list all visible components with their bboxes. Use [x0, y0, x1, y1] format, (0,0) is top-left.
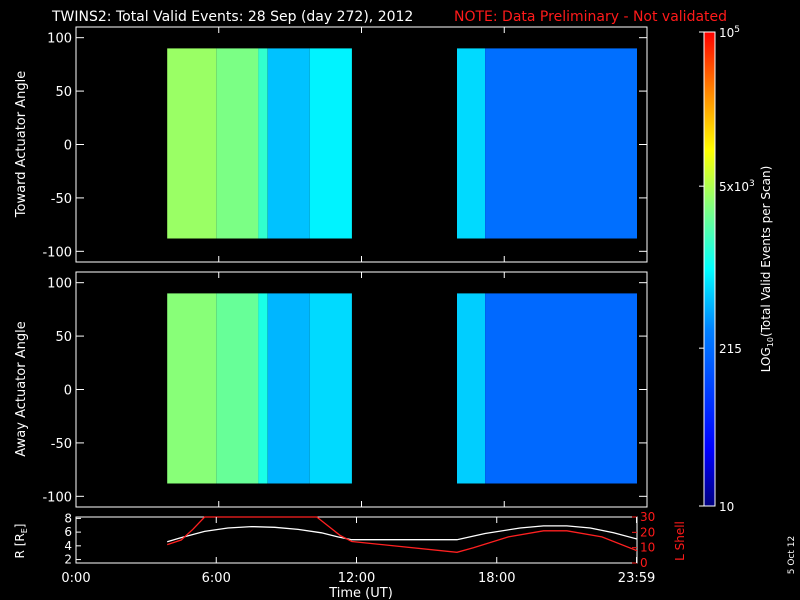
lshell-tick-label: 0 [640, 556, 648, 570]
heatmap-cell [258, 293, 268, 484]
y-tick-label: 50 [55, 85, 72, 100]
chart-title: TWINS2: Total Valid Events: 28 Sep (day … [51, 9, 413, 25]
heatmap-cell [167, 48, 217, 239]
x-tick-label: 18:00 [478, 571, 515, 586]
heatmap-cell [258, 48, 268, 239]
lshell-tick-label: 30 [640, 510, 655, 524]
x-tick-label: 6:00 [202, 571, 231, 586]
away-y-ticks: 100 50 0 -50 -100 [42, 277, 647, 505]
y-tick-label: 100 [47, 32, 72, 47]
x-tick-label: 0:00 [61, 571, 90, 586]
y-tick-label: -100 [42, 245, 72, 260]
radius-tick-label: 6 [64, 525, 72, 539]
heatmap-cell [267, 293, 310, 484]
y-tick-label: -50 [51, 192, 72, 207]
colorbar [703, 31, 716, 507]
heatmap-cell [267, 48, 310, 239]
toward-heatmap-cells [167, 48, 637, 239]
y-tick-label: 0 [64, 139, 72, 154]
toward-y-label: Toward Actuator Angle [14, 71, 29, 218]
colorbar-tick-label: 10 [719, 500, 734, 514]
y-tick-label: 50 [55, 330, 72, 345]
colorbar-ticks: 105 5x103 215 10 [699, 25, 755, 514]
orbit-series-line [167, 525, 638, 543]
x-tick-label: 12:00 [338, 571, 375, 586]
time-axis-ticks: 0:00 6:00 12:00 18:00 23:59 [61, 27, 655, 586]
y-tick-label: -50 [51, 437, 72, 452]
heatmap-cell [167, 293, 217, 484]
radius-tick-label: 4 [64, 539, 72, 553]
radius-axis-label: R [RE] [13, 524, 29, 559]
orbit-lines [166, 516, 638, 553]
radius-tick-label: 2 [64, 553, 72, 567]
time-axis-label: Time (UT) [328, 586, 393, 600]
away-y-label: Away Actuator Angle [14, 321, 29, 456]
heatmap-cell [457, 48, 486, 239]
away-heatmap-cells [167, 293, 637, 484]
colorbar-label: LOG10(Total Valid Events per Scan) [759, 166, 775, 373]
toward-y-ticks: 100 50 0 -50 -100 [42, 32, 647, 260]
y-tick-label: -100 [42, 490, 72, 505]
y-tick-label: 0 [64, 384, 72, 399]
orbit-series-line [166, 516, 638, 553]
footer-date: 5 Oct 12 [787, 536, 797, 574]
colorbar-tick-label: 5x103 [719, 179, 755, 194]
colorbar-tick-label: 105 [719, 25, 740, 40]
heatmap-cell [309, 293, 352, 484]
lshell-axis-label: L Shell [673, 521, 687, 561]
lshell-tick-label: 20 [640, 525, 655, 539]
heatmap-cell [485, 48, 637, 239]
heatmap-cell [216, 293, 259, 484]
heatmap-cell [309, 48, 352, 239]
x-tick-label: 23:59 [618, 571, 655, 586]
radius-tick-label: 8 [64, 511, 72, 525]
heatmap-cell [216, 48, 259, 239]
heatmap-cell [485, 293, 637, 484]
colorbar-tick-label: 215 [719, 342, 742, 356]
lshell-tick-label: 10 [640, 541, 655, 555]
y-tick-label: 100 [47, 277, 72, 292]
heatmap-cell [457, 293, 486, 484]
preliminary-note: NOTE: Data Preliminary - Not validated [454, 9, 727, 25]
